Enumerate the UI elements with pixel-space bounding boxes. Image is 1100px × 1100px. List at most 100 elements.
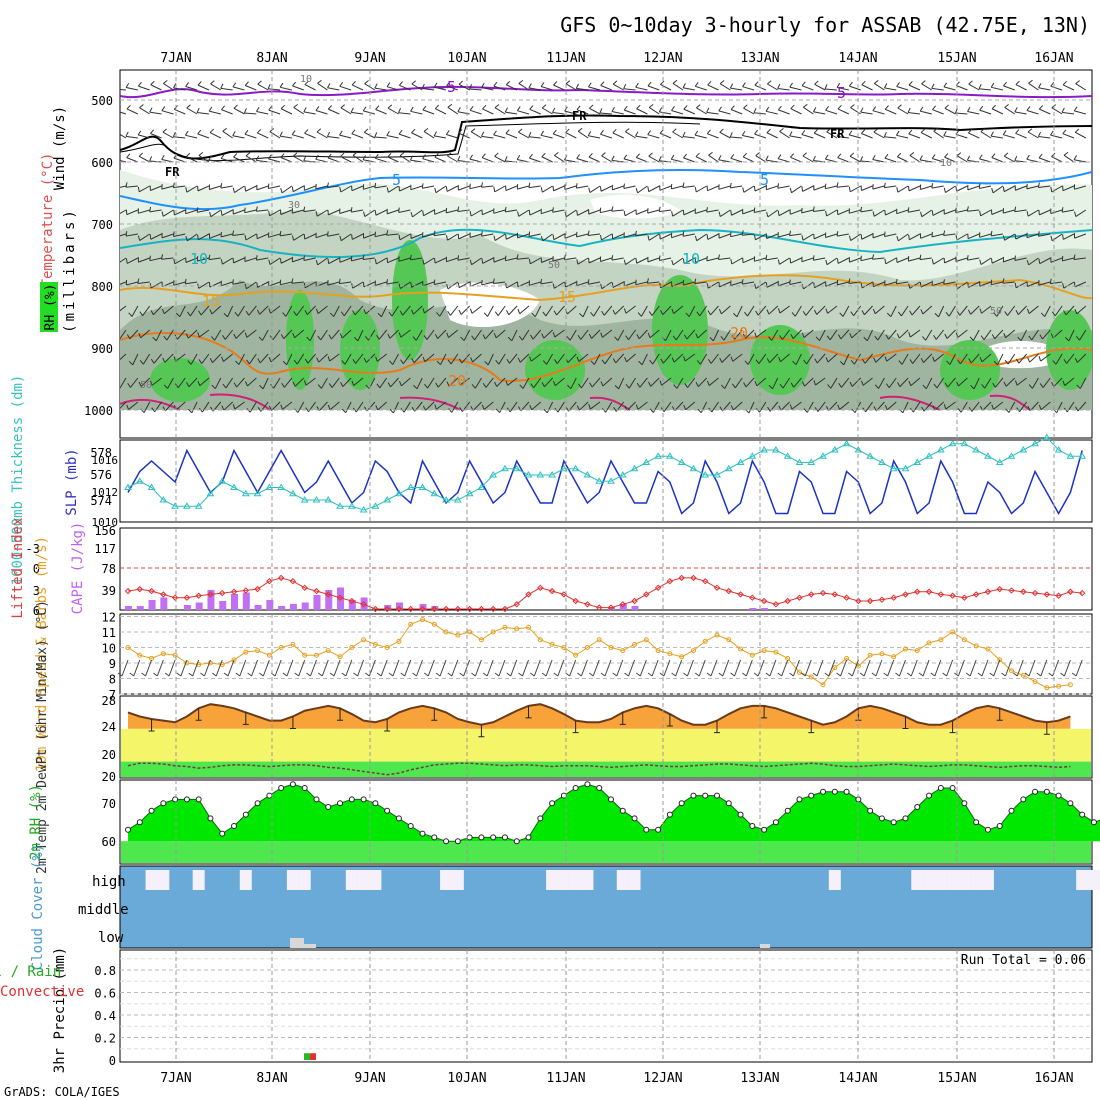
wind10m-point xyxy=(761,648,767,654)
wind-barb-flag xyxy=(1028,384,1033,389)
wind-barb xyxy=(956,185,968,192)
wind-barb-flag xyxy=(244,283,247,289)
wind-barb xyxy=(600,257,612,262)
wind-barb-flag xyxy=(908,283,911,289)
wind-barb xyxy=(789,135,802,139)
wind-barb-flag xyxy=(1075,80,1080,85)
wind-barb xyxy=(792,329,802,339)
wind-barb xyxy=(422,233,435,238)
wind-barb-flag xyxy=(208,106,213,112)
wind-barb-flag xyxy=(590,311,595,317)
wind-barb-flag xyxy=(933,127,938,132)
wind-barb xyxy=(246,281,257,290)
wind-barb xyxy=(161,257,174,260)
wind-barb-flag xyxy=(149,255,151,261)
wind-barb xyxy=(981,353,992,363)
wind-barb xyxy=(618,377,625,390)
temp2m-tick: 28 xyxy=(102,694,116,708)
wind-barb-flag xyxy=(682,258,685,264)
wind-barb-flag xyxy=(552,207,554,213)
wind-barb xyxy=(422,88,435,91)
wind-barb-flag xyxy=(422,308,425,314)
high-cloud-bar xyxy=(946,870,959,890)
wind10m-barb-flag xyxy=(529,672,535,677)
wind-barb-flag xyxy=(659,129,664,134)
wind-barb xyxy=(593,353,601,365)
wind-barb xyxy=(280,157,293,163)
wind-barb-flag xyxy=(186,104,191,109)
wind-barb-flag xyxy=(802,310,807,316)
wind-barb xyxy=(745,377,755,388)
wind-barb xyxy=(457,111,470,115)
wind-barb xyxy=(825,88,838,91)
wind-barb-flag xyxy=(565,80,571,85)
rh-point xyxy=(1008,807,1015,814)
wind-barb xyxy=(120,209,127,215)
li-point xyxy=(1031,589,1039,597)
rh-point xyxy=(572,785,579,791)
wind-barb xyxy=(565,132,577,139)
wind-barb-flag xyxy=(851,408,856,413)
wind-barb xyxy=(1066,353,1075,364)
wind-barb xyxy=(837,87,849,91)
wind10m-barb-flag xyxy=(636,672,641,677)
wind-barb-flag xyxy=(1061,107,1065,113)
wind-barb xyxy=(222,257,233,265)
wind-barb-flag xyxy=(244,234,247,241)
wind-barb xyxy=(519,305,530,315)
wind-barb xyxy=(777,233,790,238)
wind-barb-flag xyxy=(172,131,176,137)
wind10m-barb xyxy=(533,659,541,677)
wind-barb-flag xyxy=(825,308,829,314)
wind-barb-flag xyxy=(528,131,532,137)
wind-barb-flag xyxy=(848,81,853,87)
wind-barb xyxy=(294,377,305,387)
wind-barb xyxy=(270,305,281,314)
wind-barb xyxy=(423,257,435,265)
wind-barb xyxy=(522,377,530,389)
wind-barb-flag xyxy=(411,80,416,85)
wind10m-barb xyxy=(745,659,753,677)
wind-barb xyxy=(543,329,553,339)
wind-barb xyxy=(499,401,506,413)
wind-barb xyxy=(224,329,234,340)
wind-barb xyxy=(884,136,897,139)
wind-barb xyxy=(1044,305,1051,317)
wind-barb-flag xyxy=(1002,130,1007,135)
temp-label: 5 xyxy=(760,171,769,189)
cape-bar xyxy=(631,606,639,610)
wind-barb-flag xyxy=(777,154,782,159)
cape-axis-label: CAPE (J/kg) xyxy=(70,522,86,615)
thickness-point xyxy=(984,452,992,459)
wind-barb-flag xyxy=(659,282,662,288)
wind-barb-flag xyxy=(897,311,902,317)
wind-barb xyxy=(234,185,245,193)
wind-barb xyxy=(399,155,411,163)
wind10m-barb-flag xyxy=(1060,672,1065,677)
wind-barb xyxy=(232,135,245,139)
rh-point xyxy=(549,800,556,807)
wind-barb xyxy=(900,305,909,317)
wind-barb xyxy=(648,107,660,115)
wind-barb-flag xyxy=(233,153,238,158)
wind-barb xyxy=(878,377,885,389)
wind-barb xyxy=(873,209,885,217)
wind-barb xyxy=(603,305,613,316)
thickness-point xyxy=(595,477,604,484)
wind-barb xyxy=(789,233,802,237)
wind10m-point xyxy=(467,629,473,635)
wind-barb xyxy=(341,329,352,339)
rh-point xyxy=(890,819,897,826)
wind-barb-flag xyxy=(658,206,661,212)
high-cloud-bar xyxy=(616,870,629,890)
wind10m-barb-flag xyxy=(176,672,182,677)
wind-barb-flag xyxy=(635,230,637,236)
cape-bar xyxy=(231,594,239,610)
wind-barb xyxy=(909,281,921,289)
high-cloud-bar xyxy=(239,870,252,890)
wind-barb xyxy=(422,109,435,115)
wind-barb-flag xyxy=(623,105,628,111)
wind-barb-flag xyxy=(956,381,959,387)
wind-barb-flag xyxy=(860,107,864,113)
